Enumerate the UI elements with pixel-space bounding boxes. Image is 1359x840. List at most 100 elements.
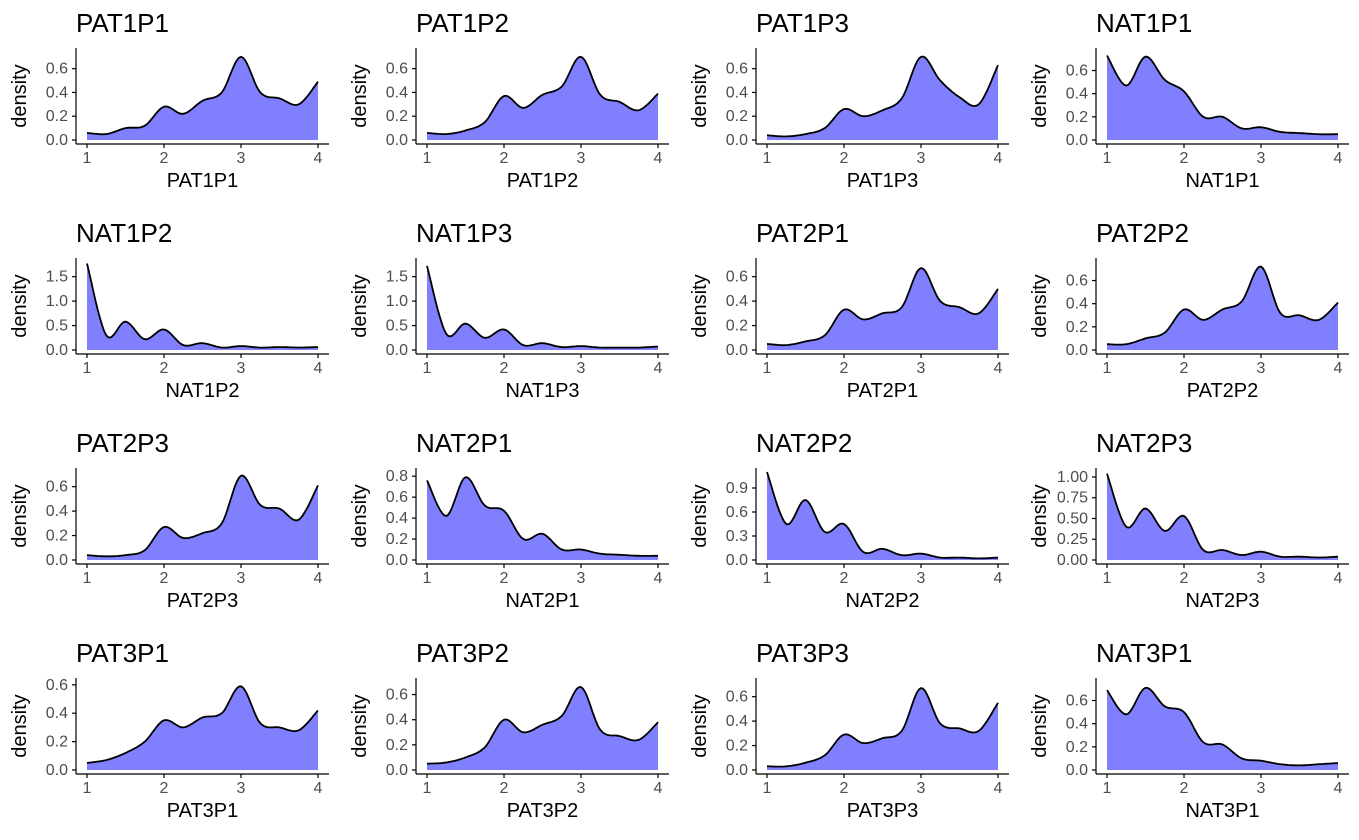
- y-tick-label: 0.0: [726, 342, 748, 359]
- x-tick-label: 4: [1334, 150, 1343, 167]
- density-area: [427, 265, 658, 350]
- y-axis-label: density: [689, 274, 711, 337]
- density-panel-pat1p3: PAT1P3 1 2 3 4 0.0 0.2 0.4 0.6 PAT1P3 density: [689, 8, 1009, 192]
- y-tick-label: 0.0: [46, 132, 68, 149]
- density-panel-pat1p1: PAT1P1 1 2 3 4 0.0 0.2 0.4 0.6 PAT1P1 density: [9, 8, 329, 192]
- y-tick-label: 0.0: [386, 342, 408, 359]
- density-area: [427, 687, 658, 770]
- x-tick-label: 1: [423, 780, 432, 797]
- y-tick-label: 0.6: [386, 687, 408, 704]
- x-axis-label: PAT1P3: [847, 170, 919, 192]
- y-tick-label: 1.0: [46, 293, 68, 310]
- y-tick-label: 0.5: [46, 318, 68, 335]
- density-curve: [1107, 265, 1339, 346]
- y-tick-label: 0.25: [1057, 531, 1088, 548]
- y-tick-label: 0.4: [726, 713, 748, 730]
- y-tick-label: 0.4: [726, 293, 748, 310]
- density-curve: [1106, 55, 1338, 136]
- y-tick-label: 0.6: [46, 61, 68, 78]
- x-axis-label: NAT1P3: [505, 380, 579, 402]
- density-area: [767, 472, 998, 560]
- y-tick-label: 0.0: [1066, 132, 1088, 149]
- panel-title: NAT1P1: [1096, 8, 1192, 38]
- y-tick-label: 1.5: [46, 269, 68, 286]
- y-tick-label: 0.6: [1066, 693, 1088, 710]
- x-tick-label: 1: [423, 150, 432, 167]
- x-tick-label: 4: [1334, 780, 1343, 797]
- panel-title: PAT2P3: [76, 428, 169, 458]
- x-tick-label: 1: [83, 570, 92, 587]
- y-axis-label: density: [9, 484, 31, 547]
- y-axis-label: density: [689, 484, 711, 547]
- x-tick-label: 4: [1334, 360, 1343, 377]
- density-panel-nat2p2: NAT2P2 1 2 3 4 0.0 0.3 0.6 0.9 NAT2P2 density: [689, 428, 1009, 612]
- density-area: [87, 263, 318, 350]
- x-tick-label: 3: [577, 570, 586, 587]
- x-tick-label: 3: [237, 360, 246, 377]
- panel-title: PAT3P2: [416, 638, 509, 668]
- x-tick-label: 1: [83, 150, 92, 167]
- density-curve: [86, 685, 319, 764]
- density-curve: [426, 476, 658, 557]
- density-panel-nat1p2: NAT1P2 1 2 3 4 0.0 0.5 1.0 1.5 NAT1P2 density: [9, 218, 329, 402]
- panel-title: PAT1P1: [76, 8, 169, 38]
- density-area: [427, 56, 658, 140]
- y-tick-label: 0.2: [726, 318, 748, 335]
- density-area: [767, 688, 998, 770]
- panel-title: PAT1P2: [416, 8, 509, 38]
- y-tick-label: 0.4: [1066, 716, 1088, 733]
- x-tick-label: 1: [1103, 570, 1112, 587]
- y-tick-label: 0.4: [46, 84, 68, 101]
- density-panel-pat2p3: PAT2P3 1 2 3 4 0.0 0.2 0.4 0.6 PAT2P3 density: [9, 428, 329, 612]
- x-tick-label: 1: [423, 570, 432, 587]
- x-axis-label: NAT1P2: [165, 380, 239, 402]
- x-tick-label: 1: [83, 360, 92, 377]
- density-curve: [766, 471, 999, 560]
- y-axis-label: density: [1029, 274, 1051, 337]
- x-tick-label: 3: [1257, 570, 1266, 587]
- y-axis-label: density: [349, 274, 371, 337]
- x-tick-label: 3: [577, 360, 586, 377]
- density-panel-pat2p1: PAT2P1 1 2 3 4 0.0 0.2 0.4 0.6 PAT2P1 density: [689, 218, 1009, 402]
- x-tick-label: 2: [840, 780, 849, 797]
- y-axis-label: density: [689, 64, 711, 127]
- x-tick-label: 3: [1257, 150, 1266, 167]
- panel-title: NAT3P1: [1096, 638, 1192, 668]
- y-tick-label: 0.2: [46, 528, 68, 545]
- x-tick-label: 3: [577, 150, 586, 167]
- density-panel-pat2p2: PAT2P2 1 2 3 4 0.0 0.2 0.4 0.6 PAT2P2 density: [1029, 218, 1349, 402]
- y-tick-label: 0.2: [46, 108, 68, 125]
- y-tick-label: 0.0: [726, 132, 748, 149]
- x-tick-label: 2: [1180, 780, 1189, 797]
- x-tick-label: 1: [763, 780, 772, 797]
- y-tick-label: 0.0: [46, 762, 68, 779]
- density-curve: [426, 265, 658, 349]
- y-tick-label: 0.8: [386, 468, 408, 485]
- x-axis-label: PAT1P1: [167, 170, 239, 192]
- y-axis-label: density: [689, 694, 711, 757]
- x-tick-label: 1: [83, 780, 92, 797]
- x-tick-label: 4: [994, 570, 1003, 587]
- y-tick-label: 0.4: [46, 705, 68, 722]
- density-area: [1107, 266, 1338, 350]
- x-tick-label: 2: [500, 360, 509, 377]
- panel-title: NAT1P3: [416, 218, 512, 248]
- x-axis-label: NAT1P1: [1185, 170, 1259, 192]
- x-tick-label: 4: [654, 360, 663, 377]
- y-tick-label: 0.2: [1066, 739, 1088, 756]
- x-tick-label: 3: [1257, 360, 1266, 377]
- y-tick-label: 0.6: [46, 479, 68, 496]
- x-axis-label: NAT3P1: [1185, 800, 1259, 822]
- y-tick-label: 0.9: [726, 480, 748, 497]
- y-tick-label: 1.00: [1057, 469, 1088, 486]
- y-tick-label: 0.2: [386, 737, 408, 754]
- y-tick-label: 0.6: [46, 677, 68, 694]
- x-tick-label: 1: [1103, 780, 1112, 797]
- x-tick-label: 2: [160, 780, 169, 797]
- y-tick-label: 0.0: [1066, 762, 1088, 779]
- x-tick-label: 2: [500, 570, 509, 587]
- density-curve: [86, 263, 318, 349]
- y-tick-label: 0.2: [386, 531, 408, 548]
- x-tick-label: 1: [1103, 150, 1112, 167]
